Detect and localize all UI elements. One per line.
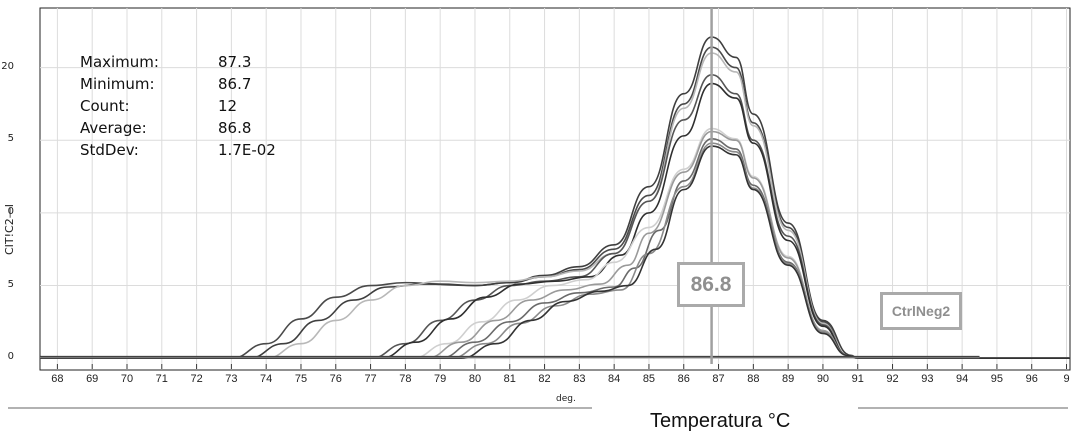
x-tick-label: 76 [330,373,342,385]
x-tick-label: 79 [434,373,446,385]
temperature-title: Temperatura °C [650,410,791,432]
stat-count-value: 12 [218,97,238,115]
x-tick-label: 82 [538,373,550,385]
x-axis-ticks: 68 69 70 71 72 73 74 75 76 77 78 79 80 81 82 83 84 85 86 87… [51,364,1070,385]
y-tick-label: 5 [7,278,14,290]
x-tick-label: 81 [504,373,516,385]
y-tick-label: 5 [7,133,14,145]
stat-stddev-value: 1.7E-02 [218,141,276,159]
x-tick-label: 77 [364,373,376,385]
y-tick-label: 0 [7,205,14,217]
stat-average-value: 86.8 [218,119,252,137]
series-line-4 [40,74,1070,359]
x-tick-label: 83 [573,373,585,385]
series-line-10 [40,145,1070,359]
stat-count-label: Count: [80,97,130,115]
x-tick-label: 73 [225,373,237,385]
x-tick-label: 88 [747,373,759,385]
x-tick-label: 84 [608,373,620,385]
sample-label-box[interactable]: CtrlNeg2 [880,292,962,330]
x-tick-label: 93 [921,373,933,385]
stat-maximum-value: 87.3 [218,53,252,71]
series-line-5 [40,82,1070,359]
stat-average-label: Average: [80,119,147,137]
series-lines [39,36,1070,359]
x-tick-label: 87 [712,373,724,385]
x-tick-label: 96 [1026,373,1038,385]
stat-maximum-label: Maximum: [80,53,159,71]
x-tick-label: 85 [643,373,655,385]
stat-minimum-label: Minimum: [80,75,155,93]
x-tick-label: 89 [782,373,794,385]
x-tick-label: 92 [886,373,898,385]
x-tick-label: 80 [469,373,481,385]
x-tick-label: 71 [156,373,168,385]
series-line-2 [40,36,1070,359]
x-tick-label: 78 [399,373,411,385]
x-tick-label: 9 [1063,373,1069,385]
x-axis-unit: deg. [556,394,576,404]
plot-frame [39,7,1071,371]
x-tick-label: 68 [51,373,63,385]
x-tick-label: 90 [817,373,829,385]
stat-stddev-label: StdDev: [80,141,139,159]
x-tick-label: 69 [86,373,98,385]
x-tick-label: 95 [991,373,1003,385]
y-tick-label: 20 [1,60,14,72]
y-tick-label: 0 [7,351,14,363]
x-tick-label: 72 [190,373,202,385]
x-tick-label: 94 [956,373,968,385]
grid [40,8,1070,364]
stat-minimum-value: 86.7 [218,75,252,93]
marker-value-box[interactable]: 86.8 [677,262,745,307]
x-tick-label: 91 [852,373,864,385]
x-tick-label: 75 [295,373,307,385]
x-tick-label: 86 [678,373,690,385]
x-tick-label: 70 [121,373,133,385]
x-tick-label: 74 [260,373,272,385]
